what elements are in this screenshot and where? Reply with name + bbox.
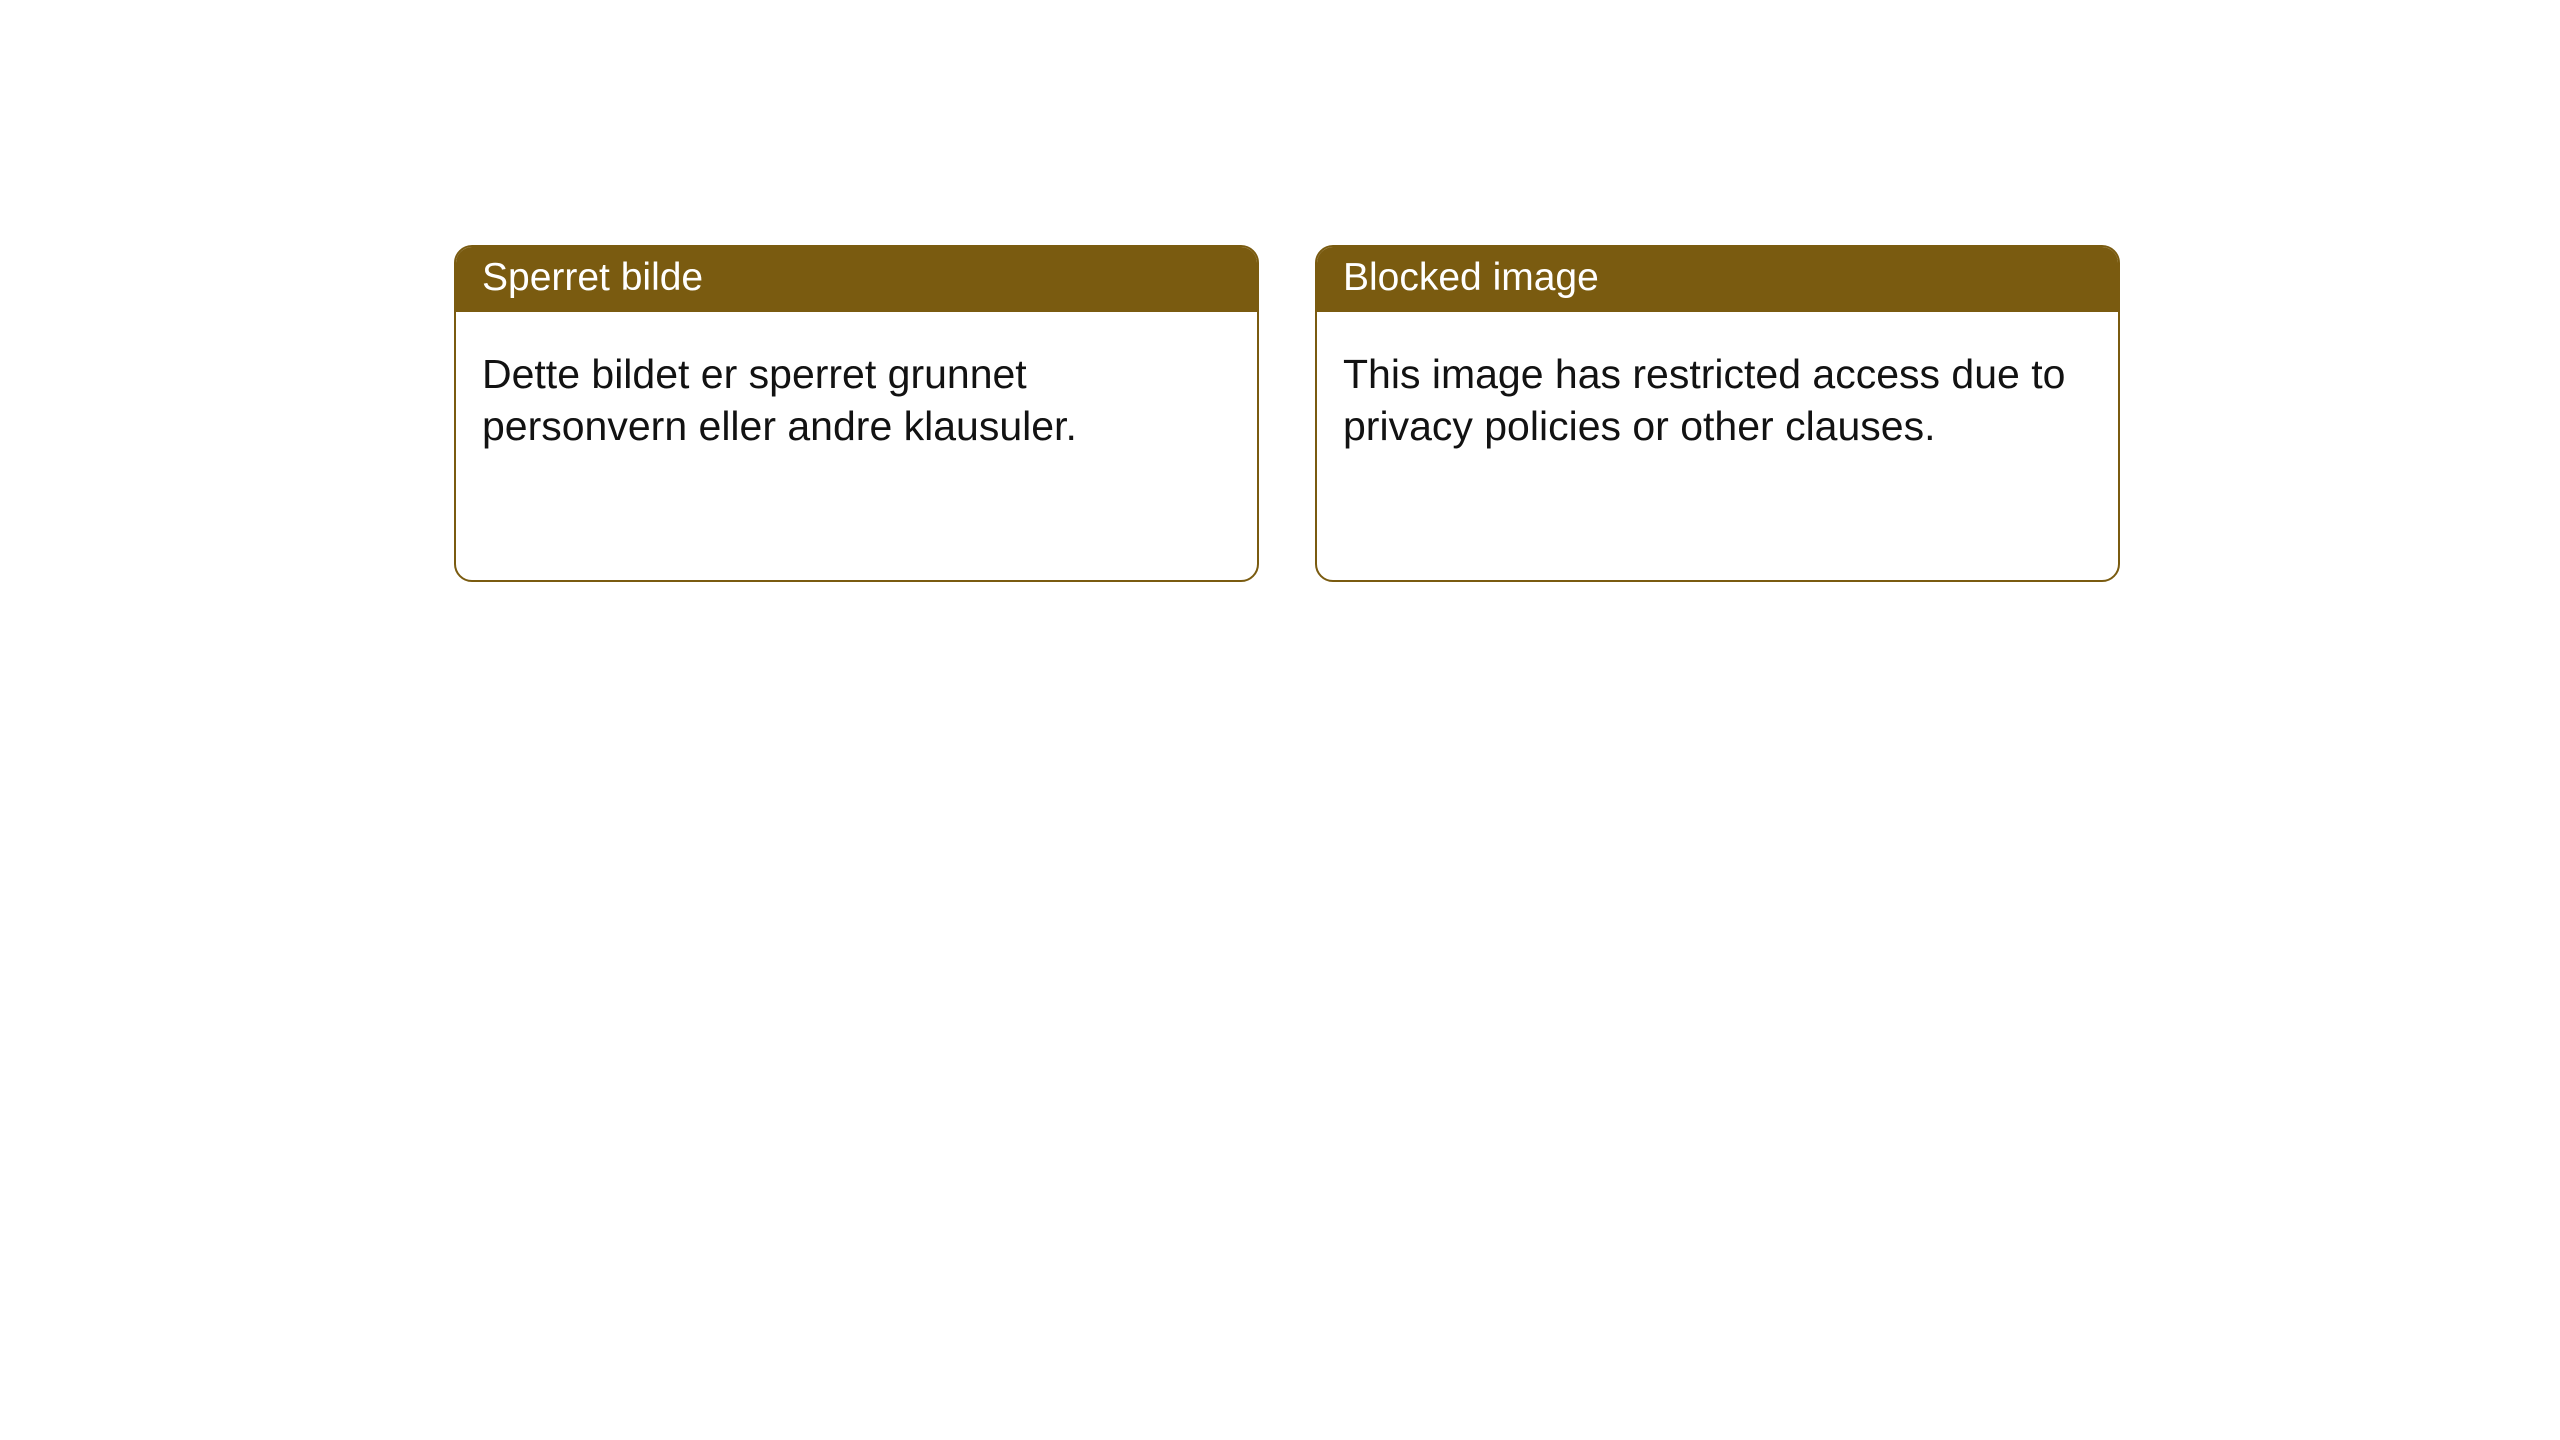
notice-body: This image has restricted access due to … (1317, 312, 2118, 479)
notice-card-norwegian: Sperret bilde Dette bildet er sperret gr… (454, 245, 1259, 582)
notice-header: Blocked image (1317, 247, 2118, 312)
notice-card-english: Blocked image This image has restricted … (1315, 245, 2120, 582)
notice-header: Sperret bilde (456, 247, 1257, 312)
notice-body: Dette bildet er sperret grunnet personve… (456, 312, 1257, 479)
notice-container: Sperret bilde Dette bildet er sperret gr… (0, 0, 2560, 582)
